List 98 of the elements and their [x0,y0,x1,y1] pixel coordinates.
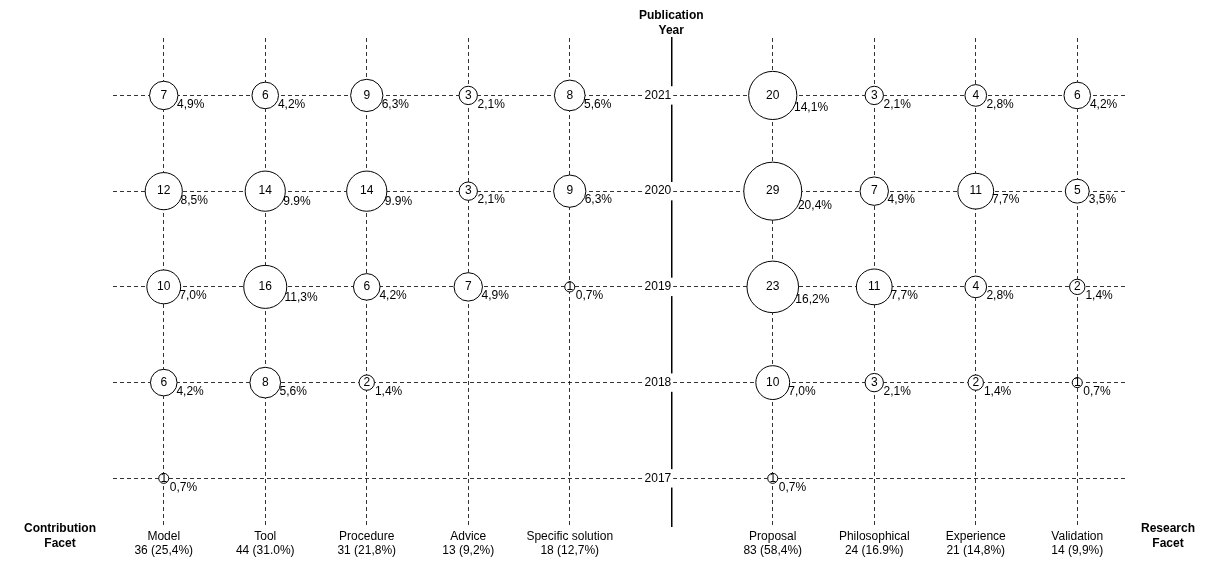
annotation: 6,3% [381,96,410,111]
annotation: 3 [464,183,472,198]
annotation: 7,7% [992,192,1020,207]
annotation: 10 [766,374,780,389]
annotation: 16,2% [795,292,830,307]
annotation: 4 [972,279,980,294]
annotation: 11,3% [284,289,318,304]
text: 13 (9,2%) [442,543,495,558]
annotation: 10 [157,279,171,294]
text: Research Facet [1140,520,1196,550]
annotation: 14 [360,183,374,198]
annotation: 9 [363,87,371,102]
annotation: 1,4% [1085,288,1114,303]
annotation: 4,2% [379,288,408,303]
text: 24 (16.9%) [844,543,904,558]
annotation: 11 [868,279,881,294]
text: 21 (14,8%) [946,543,1006,558]
x-tick-label: Experience [945,528,1007,543]
annotation: 7 [160,87,168,102]
annotation: 2,8% [986,96,1015,111]
annotation: 3,5% [1088,192,1117,207]
annotation: 4,2% [1089,96,1118,111]
annotation: 14 [258,183,273,198]
annotation: 0,7% [1083,383,1111,398]
annotation: 12 [157,183,171,198]
x-tick-label: Proposal [749,528,797,543]
annotation: 7,0% [788,383,816,398]
x-tick-label: Procedure [339,528,395,543]
annotation: 6 [363,279,371,294]
annotation: 2 [1073,279,1081,294]
annotation: 0,7% [169,479,198,494]
annotation: 14,1% [794,99,829,114]
annotation: 1 [1073,374,1081,389]
annotation: 6 [261,87,269,102]
annotation: 16 [258,279,273,294]
annotation: 29 [766,183,780,198]
annotation: 4,9% [887,192,916,207]
annotation: 7 [870,183,878,198]
annotation: 2,1% [477,96,506,111]
text: 31 (21,8%) [337,543,397,558]
annotation: 5,6% [584,96,612,111]
annotation: 8 [566,87,574,102]
text: 14 (9,9%) [1051,543,1104,558]
annotation: 3 [870,87,878,102]
annotation: 9 [566,183,574,198]
annotation: 2,1% [883,96,912,111]
annotation: 2 [972,374,980,389]
x-tick-label: Tool [254,528,277,543]
x-tick-label: Specific solution [526,528,614,543]
annotation: 1 [769,470,777,485]
text: 44 (31.0%) [235,543,295,558]
annotation: 4,9% [177,96,205,111]
annotation: 7,0% [179,288,207,303]
text: 18 (12,7%) [540,543,600,558]
annotation: 5 [1073,183,1081,198]
annotation: 1,4% [374,383,403,398]
annotation: 6 [160,374,168,389]
annotation: 23 [766,279,780,294]
annotation: 1,4% [983,383,1012,398]
annotation: 0,7% [778,479,807,494]
annotation: 11 [969,183,983,198]
annotation: 2 [363,374,371,389]
annotation: 9.9% [384,193,413,208]
annotation: 6 [1073,87,1081,102]
annotation: 6,3% [584,192,613,207]
annotation: 3 [464,87,472,102]
x-tick-label: Advice [450,528,487,543]
y-tick-label: 2017 [644,470,672,485]
annotation: 4 [972,87,980,102]
annotation: 5,6% [279,383,308,398]
x-tick-label: Validation [1051,528,1104,543]
x-tick-label: Philosophical [838,528,910,543]
annotation: 2,1% [883,383,912,398]
text: 36 (25,4%) [134,543,194,558]
annotation: 9.9% [283,193,312,208]
text: 83 (58,4%) [743,543,803,558]
y-axis-title: Publication Year [638,8,704,38]
annotation: 4,9% [481,288,510,303]
y-tick-label: 2019 [644,279,672,294]
annotation: 4,2% [176,383,205,398]
x-axis-title: Contribution Facet [24,520,96,550]
annotation: 20,4% [797,197,833,212]
annotation: 0,7% [575,288,604,303]
y-tick-label: 2020 [644,183,672,198]
annotation: 8,5% [180,192,209,207]
annotation: 7,7% [890,288,919,303]
annotation: 7 [464,279,472,294]
x-tick-label: Model [147,528,181,543]
annotation: 2,1% [477,192,506,207]
annotation: 20 [766,87,780,102]
annotation: 2,8% [986,288,1015,303]
y-tick-label: 2021 [644,87,672,102]
annotation: 1 [160,470,168,485]
annotation: 4,2% [277,96,306,111]
y-tick-label: 2018 [644,374,672,389]
annotation: 8 [261,374,269,389]
annotation: 1 [566,279,574,294]
annotation: 3 [870,374,878,389]
